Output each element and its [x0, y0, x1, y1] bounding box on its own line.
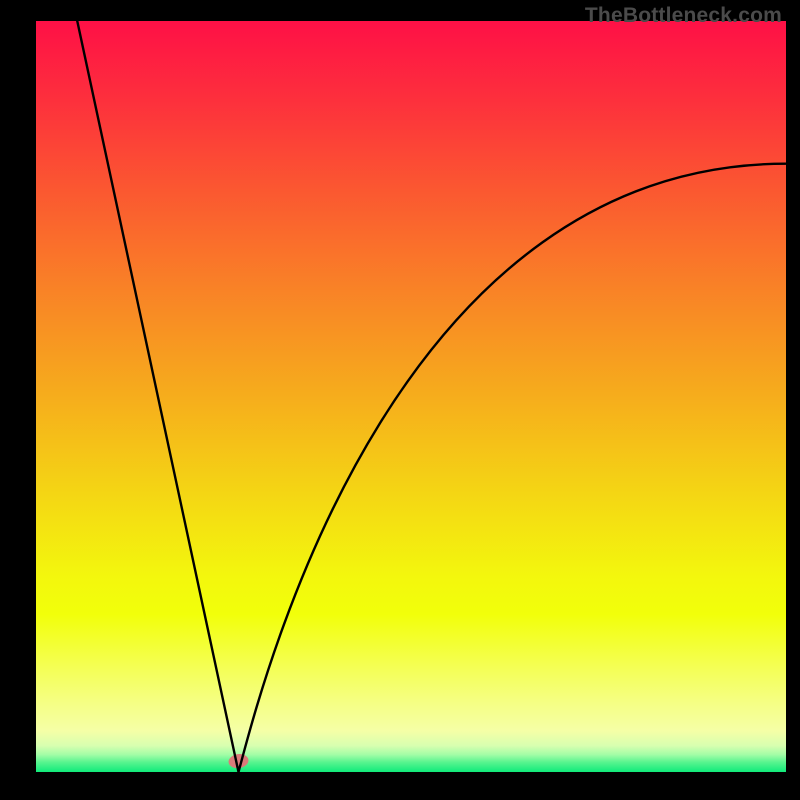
bottleneck-chart: [0, 0, 800, 800]
chart-container: TheBottleneck.com: [0, 0, 800, 800]
plot-background: [36, 21, 786, 772]
watermark-text: TheBottleneck.com: [585, 4, 782, 28]
